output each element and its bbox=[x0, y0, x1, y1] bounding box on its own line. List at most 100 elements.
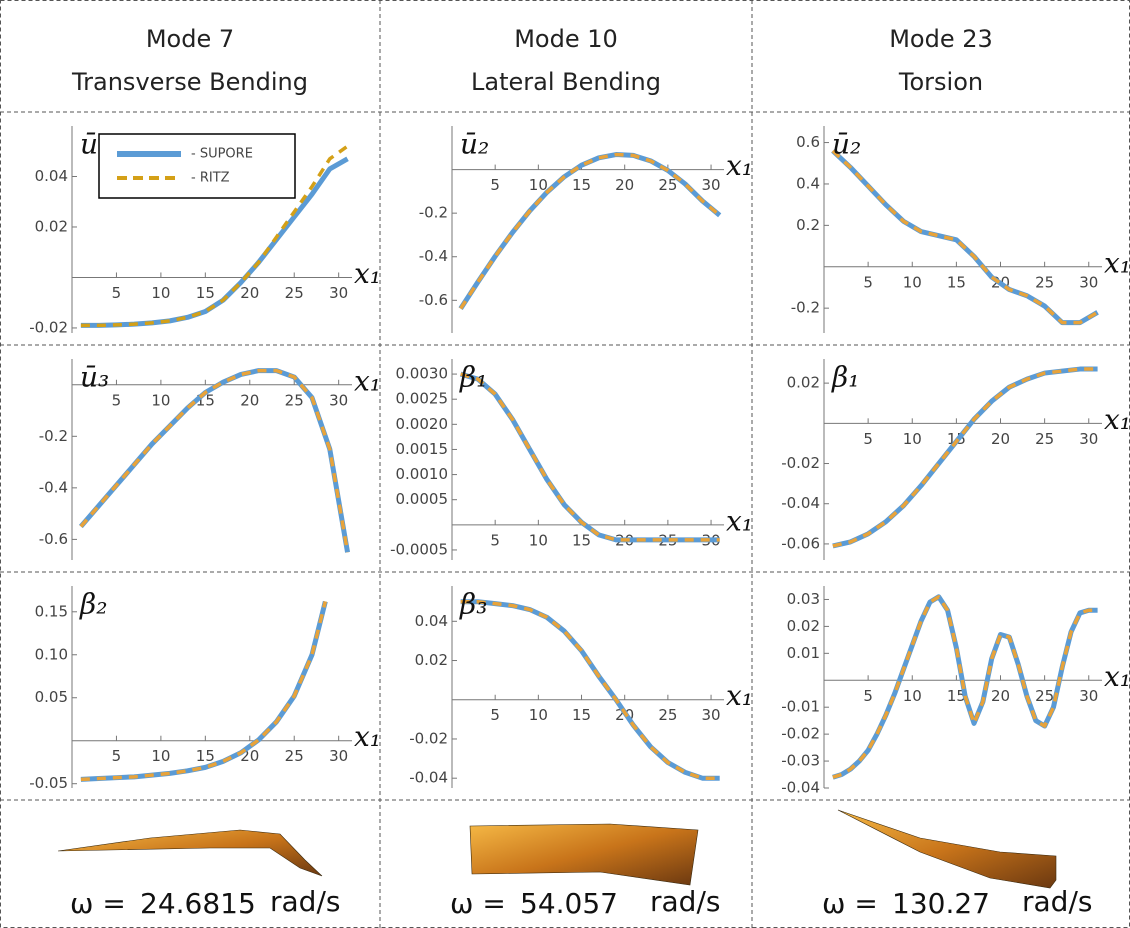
y-tick-label: 0.02 bbox=[415, 651, 448, 669]
x-axis-label: x₁ bbox=[1104, 403, 1130, 436]
x-tick-label: 15 bbox=[572, 706, 591, 724]
figure-table: Mode 7 Transverse Bending ω = 24.6815 rad/s M… bbox=[0, 0, 1130, 928]
mode-name: Transverse Bending bbox=[71, 68, 308, 96]
y-tick-label: -0.4 bbox=[39, 478, 68, 496]
y-tick-label: 0.04 bbox=[415, 612, 448, 630]
x-tick-label: 30 bbox=[329, 391, 348, 409]
x-tick-label: 25 bbox=[1035, 273, 1054, 291]
mode-name: Lateral Bending bbox=[471, 68, 661, 96]
y-axis-label: β₃ bbox=[459, 588, 487, 621]
x-axis-label: x₁ bbox=[726, 504, 753, 537]
x-tick-label: 10 bbox=[903, 687, 922, 705]
y-tick-label: 0.03 bbox=[787, 590, 820, 608]
omega-unit: rad/s bbox=[650, 885, 720, 918]
plot: -0.04-0.03-0.02-0.010.010.020.0351015202… bbox=[781, 586, 1130, 797]
mode-shapes bbox=[58, 810, 1056, 888]
series-line bbox=[461, 374, 720, 540]
plot: -0.20.20.40.651015202530ū₂x₁ bbox=[791, 126, 1130, 333]
series-line bbox=[461, 602, 720, 779]
x-tick-label: 10 bbox=[903, 273, 922, 291]
y-tick-label: -0.2 bbox=[791, 299, 820, 317]
x-tick-label: 25 bbox=[1035, 430, 1054, 448]
y-tick-label: -0.02 bbox=[409, 729, 448, 747]
mode-number: Mode 7 bbox=[146, 25, 234, 53]
y-tick-label: -0.04 bbox=[409, 769, 448, 787]
x-tick-label: 15 bbox=[572, 531, 591, 549]
x-tick-label: 25 bbox=[1035, 687, 1054, 705]
x-tick-label: 5 bbox=[112, 391, 122, 409]
omega-value: 130.27 bbox=[892, 887, 990, 920]
x-tick-label: 5 bbox=[490, 176, 500, 194]
x-tick-label: 10 bbox=[903, 430, 922, 448]
x-tick-label: 10 bbox=[529, 706, 548, 724]
x-tick-label: 30 bbox=[329, 747, 348, 765]
y-axis-label: ū₂ bbox=[460, 128, 489, 161]
x-tick-label: 5 bbox=[863, 687, 873, 705]
x-tick-label: 5 bbox=[863, 430, 873, 448]
y-tick-label: 0.10 bbox=[35, 645, 68, 663]
y-tick-label: -0.6 bbox=[419, 291, 448, 309]
x-tick-label: 15 bbox=[572, 176, 591, 194]
x-tick-label: 25 bbox=[285, 747, 304, 765]
x-tick-label: 30 bbox=[1079, 430, 1098, 448]
x-tick-label: 20 bbox=[240, 391, 259, 409]
mode-name: Torsion bbox=[898, 68, 983, 96]
y-tick-label: -0.02 bbox=[781, 454, 820, 472]
series-line bbox=[461, 602, 720, 779]
x-tick-label: 30 bbox=[1079, 273, 1098, 291]
y-tick-label: -0.4 bbox=[419, 247, 448, 265]
series-line bbox=[833, 151, 1098, 323]
legend-label: - RITZ bbox=[191, 171, 230, 186]
y-tick-label: 0.05 bbox=[35, 688, 68, 706]
mode-number: Mode 23 bbox=[889, 25, 993, 53]
y-tick-label: 0.0015 bbox=[396, 440, 449, 458]
y-tick-label: 0.15 bbox=[35, 602, 68, 620]
omega-value: 54.057 bbox=[520, 887, 618, 920]
x-tick-label: 10 bbox=[529, 531, 548, 549]
x-tick-label: 10 bbox=[151, 747, 170, 765]
omega-symbol: ω = bbox=[70, 887, 126, 920]
y-tick-label: 0.0025 bbox=[396, 390, 449, 408]
x-tick-label: 20 bbox=[240, 284, 259, 302]
x-axis-label: x₁ bbox=[354, 720, 381, 753]
y-tick-label: -0.6 bbox=[39, 530, 68, 548]
x-tick-label: 10 bbox=[151, 284, 170, 302]
x-tick-label: 25 bbox=[658, 706, 677, 724]
y-tick-label: 0.0005 bbox=[396, 490, 449, 508]
y-tick-label: -0.02 bbox=[29, 318, 68, 336]
mode-number: Mode 10 bbox=[514, 25, 618, 53]
omega-symbol: ω = bbox=[450, 887, 506, 920]
x-tick-label: 30 bbox=[702, 176, 721, 194]
y-tick-label: 0.04 bbox=[35, 167, 68, 185]
y-axis-label: β₁ bbox=[459, 361, 487, 394]
x-axis-label: x₁ bbox=[354, 257, 381, 290]
x-tick-label: 15 bbox=[196, 284, 215, 302]
y-axis-label: β₁ bbox=[831, 361, 859, 394]
y-tick-label: 0.02 bbox=[787, 617, 820, 635]
y-axis-label: ū₃ bbox=[80, 361, 109, 394]
legend-label: - SUPORE bbox=[191, 147, 253, 162]
y-tick-label: -0.05 bbox=[29, 774, 68, 792]
x-tick-label: 30 bbox=[329, 284, 348, 302]
x-tick-label: 5 bbox=[112, 284, 122, 302]
y-tick-label: 0.0030 bbox=[396, 365, 449, 383]
omega-unit: rad/s bbox=[1022, 885, 1092, 918]
y-tick-label: -0.2 bbox=[419, 204, 448, 222]
y-tick-label: 0.01 bbox=[787, 644, 820, 662]
y-tick-label: -0.03 bbox=[781, 752, 820, 770]
x-tick-label: 30 bbox=[1079, 687, 1098, 705]
y-tick-label: -0.0005 bbox=[390, 540, 448, 558]
omega-value: 24.6815 bbox=[140, 887, 256, 920]
y-tick-label: -0.06 bbox=[781, 534, 820, 552]
y-tick-label: 0.02 bbox=[787, 374, 820, 392]
y-tick-label: -0.04 bbox=[781, 494, 820, 512]
x-axis-label: x₁ bbox=[726, 679, 753, 712]
series-line bbox=[833, 151, 1098, 323]
series-line bbox=[833, 369, 1098, 546]
x-tick-label: 25 bbox=[285, 284, 304, 302]
x-axis-label: x₁ bbox=[1104, 660, 1130, 693]
